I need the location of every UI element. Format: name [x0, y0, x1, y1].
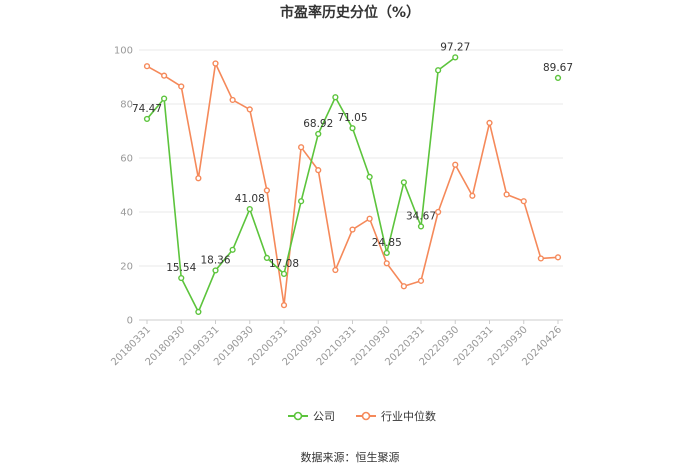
data-point	[143, 115, 151, 123]
data-point	[161, 72, 168, 79]
data-point	[298, 198, 305, 205]
data-label: 15.54	[166, 262, 196, 274]
data-point	[263, 254, 270, 262]
data-label: 34.67	[406, 210, 436, 222]
data-label: 74.47	[132, 103, 162, 115]
data-point	[280, 302, 288, 309]
legend-swatch-marker	[361, 411, 371, 421]
legend-label: 行业中位数	[381, 409, 436, 423]
data-label: 68.92	[303, 118, 333, 130]
data-point	[332, 266, 339, 274]
grid	[139, 49, 563, 321]
data-point	[435, 208, 442, 216]
data-point	[383, 249, 390, 257]
data-label: 24.85	[372, 237, 402, 249]
data-point	[520, 198, 527, 205]
series-layer	[143, 54, 562, 316]
data-point	[469, 192, 476, 199]
y-tick-label: 20	[120, 262, 133, 273]
data-point	[435, 67, 442, 74]
y-tick-label: 0	[127, 316, 133, 327]
data-point	[503, 191, 510, 198]
series-line	[147, 57, 558, 312]
y-tick-label: 100	[114, 46, 133, 57]
legend-item-0[interactable]: 公司	[288, 410, 335, 423]
legend-swatch-marker	[293, 411, 303, 421]
data-point	[452, 161, 459, 168]
chart-title: 市盈率历史分位（%）	[280, 4, 420, 21]
data-point	[400, 179, 407, 186]
data-point	[212, 267, 219, 274]
legend-label: 公司	[313, 410, 335, 423]
data-point	[212, 60, 219, 67]
data-point	[366, 215, 373, 222]
data-point	[366, 173, 373, 181]
data-point	[315, 167, 322, 174]
data-point	[400, 283, 407, 290]
series-line	[146, 62, 559, 306]
data-point	[537, 255, 544, 262]
y-tick-label: 60	[120, 154, 133, 165]
data-point	[298, 144, 305, 151]
data-point	[229, 246, 236, 253]
data-point	[417, 277, 425, 284]
data-point	[554, 254, 562, 261]
legend[interactable]: 公司 行业中位数	[288, 409, 436, 423]
data-point	[143, 63, 151, 70]
y-tick-label: 40	[120, 208, 133, 219]
data-point	[486, 119, 493, 127]
data-label: 17.08	[269, 258, 299, 270]
data-label: 97.27	[440, 41, 470, 53]
data-point	[161, 95, 168, 102]
data-point	[246, 106, 253, 113]
data-label: 89.67	[543, 62, 573, 74]
data-label: 71.05	[337, 112, 367, 124]
data-point	[280, 270, 288, 277]
data-point	[554, 74, 562, 81]
data-point	[195, 308, 202, 316]
data-point	[332, 94, 339, 101]
data-point	[178, 274, 185, 282]
data-point	[178, 83, 185, 90]
data-point	[349, 125, 356, 132]
data-label: 18.36	[200, 254, 230, 266]
source-note: 数据来源：恒生聚源	[301, 450, 400, 464]
data-label: 41.08	[235, 193, 265, 205]
data-point	[263, 187, 270, 194]
data-point	[246, 205, 253, 213]
y-tick-label: 80	[120, 100, 133, 111]
series-1	[143, 60, 562, 309]
data-labels: 74.47 15.54 18.36 41.08 17.08 68.92 71.05 24.85…	[132, 41, 573, 274]
data-point	[315, 130, 322, 138]
data-point	[452, 54, 459, 61]
series-0	[143, 54, 562, 316]
data-point	[195, 175, 202, 182]
legend-item-1[interactable]: 行业中位数	[356, 409, 436, 423]
data-point	[417, 223, 425, 230]
data-point	[349, 226, 356, 233]
data-point	[383, 260, 390, 267]
data-point	[229, 96, 236, 104]
